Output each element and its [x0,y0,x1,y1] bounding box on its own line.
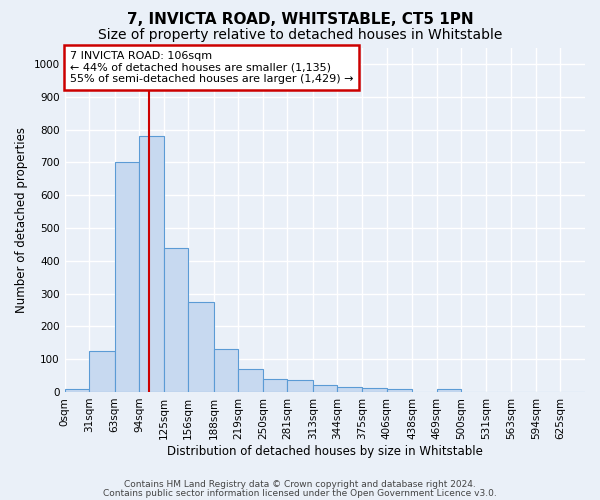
Text: Size of property relative to detached houses in Whitstable: Size of property relative to detached ho… [98,28,502,42]
Y-axis label: Number of detached properties: Number of detached properties [15,126,28,312]
Bar [337,387,362,392]
Bar [65,388,89,392]
Bar [362,388,386,392]
Bar [437,388,461,392]
Text: 7 INVICTA ROAD: 106sqm
← 44% of detached houses are smaller (1,135)
55% of semi-: 7 INVICTA ROAD: 106sqm ← 44% of detached… [70,51,353,84]
Text: 7, INVICTA ROAD, WHITSTABLE, CT5 1PN: 7, INVICTA ROAD, WHITSTABLE, CT5 1PN [127,12,473,28]
Bar [386,388,412,392]
Bar [164,248,188,392]
Bar [89,351,115,392]
Bar [139,136,164,392]
X-axis label: Distribution of detached houses by size in Whitstable: Distribution of detached houses by size … [167,444,483,458]
Bar [313,386,337,392]
Bar [188,302,214,392]
Text: Contains public sector information licensed under the Open Government Licence v3: Contains public sector information licen… [103,489,497,498]
Bar [287,380,313,392]
Bar [115,162,139,392]
Bar [263,379,287,392]
Text: Contains HM Land Registry data © Crown copyright and database right 2024.: Contains HM Land Registry data © Crown c… [124,480,476,489]
Bar [214,350,238,392]
Bar [238,369,263,392]
